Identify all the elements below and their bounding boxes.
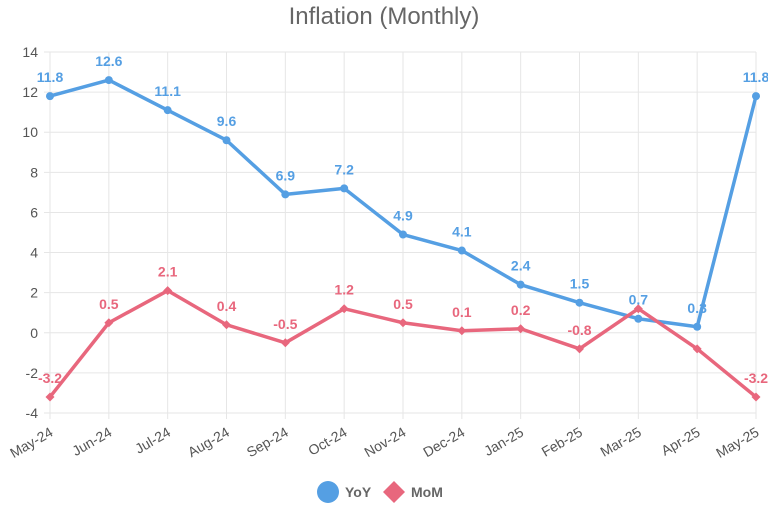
- data-label-yoy: 2.4: [511, 258, 531, 274]
- data-point-yoy[interactable]: [104, 76, 113, 85]
- data-point-mom[interactable]: [280, 338, 290, 348]
- x-tick-label: May-24: [7, 424, 56, 461]
- x-tick-label: Oct-24: [305, 424, 350, 459]
- data-point-yoy[interactable]: [46, 92, 54, 101]
- x-tick-label: Sep-24: [244, 424, 291, 461]
- x-tick-label: May-25: [713, 424, 762, 461]
- legend-marker-circle: [317, 481, 339, 503]
- x-tick-label: Nov-24: [361, 424, 408, 461]
- data-point-yoy[interactable]: [281, 190, 290, 199]
- data-point-mom[interactable]: [575, 344, 584, 354]
- x-tick-label: Jan-25: [481, 424, 526, 459]
- grid: [44, 51, 757, 419]
- data-label-mom: 2.1: [158, 264, 178, 280]
- y-tick-label: 0: [30, 325, 38, 341]
- legend-item-yoy[interactable]: YoY: [317, 481, 372, 503]
- chart-title: Inflation (Monthly): [289, 3, 480, 30]
- y-tick-label: 14: [22, 44, 38, 60]
- legend-item-mom[interactable]: MoM: [383, 481, 443, 503]
- x-tick-label: Feb-25: [539, 424, 586, 460]
- data-point-yoy[interactable]: [399, 230, 407, 239]
- y-tick-label: 8: [30, 164, 38, 180]
- data-label-mom: 0.5: [393, 296, 413, 312]
- data-label-mom: 1.2: [334, 282, 354, 298]
- data-label-mom: 0.5: [99, 296, 119, 312]
- data-label-yoy: 12.6: [95, 53, 122, 69]
- data-label-yoy: 11.8: [37, 69, 64, 85]
- data-label-yoy: 4.1: [452, 224, 472, 240]
- series: [45, 76, 761, 402]
- data-label-yoy: 4.9: [393, 208, 413, 224]
- data-point-mom[interactable]: [398, 318, 408, 328]
- data-label-yoy: 0.7: [629, 292, 649, 308]
- data-point-mom[interactable]: [339, 304, 349, 314]
- data-point-mom[interactable]: [222, 320, 231, 330]
- data-point-mom[interactable]: [751, 392, 761, 402]
- data-point-mom[interactable]: [457, 326, 467, 336]
- data-point-mom[interactable]: [516, 324, 526, 334]
- x-tick-label: Jun-24: [69, 424, 114, 459]
- data-label-mom: 0.2: [511, 302, 531, 318]
- data-point-yoy[interactable]: [340, 184, 349, 193]
- data-point-yoy[interactable]: [693, 322, 702, 331]
- data-label-mom: -3.2: [38, 370, 62, 386]
- y-tick-label: -2: [26, 365, 39, 381]
- data-label-yoy: 6.9: [276, 167, 296, 183]
- data-label-yoy: 1.5: [570, 276, 590, 292]
- data-point-yoy[interactable]: [516, 280, 525, 289]
- data-point-mom[interactable]: [45, 392, 55, 402]
- y-tick-label: -4: [26, 405, 39, 421]
- data-label-yoy: 9.6: [217, 113, 237, 129]
- data-point-yoy[interactable]: [575, 298, 584, 307]
- data-label-mom: -3.2: [744, 370, 768, 386]
- data-label-yoy: 7.2: [334, 161, 354, 177]
- data-point-mom[interactable]: [633, 304, 643, 314]
- y-tick-label: 6: [30, 204, 38, 220]
- y-tick-label: 12: [22, 84, 38, 100]
- x-tick-label: Dec-24: [420, 424, 467, 461]
- data-label-mom: -0.5: [273, 316, 297, 332]
- data-point-yoy[interactable]: [752, 92, 760, 101]
- data-point-mom[interactable]: [163, 286, 173, 296]
- data-point-yoy[interactable]: [457, 246, 466, 255]
- y-tick-label: 2: [30, 285, 38, 301]
- data-point-yoy[interactable]: [163, 106, 172, 115]
- data-label-mom: 0.4: [217, 298, 237, 314]
- x-tick-label: Mar-25: [597, 424, 644, 460]
- data-point-yoy[interactable]: [222, 136, 231, 145]
- x-tick-label: Jul-24: [132, 424, 173, 457]
- data-label-yoy: 11.1: [154, 83, 181, 99]
- data-point-mom[interactable]: [104, 318, 114, 328]
- x-tick-label: Apr-25: [658, 424, 703, 459]
- legend[interactable]: YoY MoM: [317, 481, 443, 503]
- y-tick-label: 4: [30, 245, 38, 261]
- x-tick-label: Aug-24: [185, 424, 232, 461]
- data-label-mom: 0.1: [452, 304, 472, 320]
- legend-marker-diamond: [383, 481, 405, 503]
- legend-label: MoM: [411, 484, 443, 500]
- data-labels: 11.8 12.6 11.1 9.6 6.9 7.2 4.9 4.1 2.4 1.5 0.7 0.3 1…: [37, 53, 768, 386]
- data-point-mom[interactable]: [692, 344, 702, 354]
- legend-label: YoY: [345, 484, 372, 500]
- data-point-yoy[interactable]: [634, 314, 643, 323]
- data-label-mom: -0.8: [567, 322, 591, 338]
- y-tick-label: 10: [22, 124, 38, 140]
- data-label-yoy: 11.8: [743, 69, 768, 85]
- data-label-yoy: 0.3: [687, 300, 707, 316]
